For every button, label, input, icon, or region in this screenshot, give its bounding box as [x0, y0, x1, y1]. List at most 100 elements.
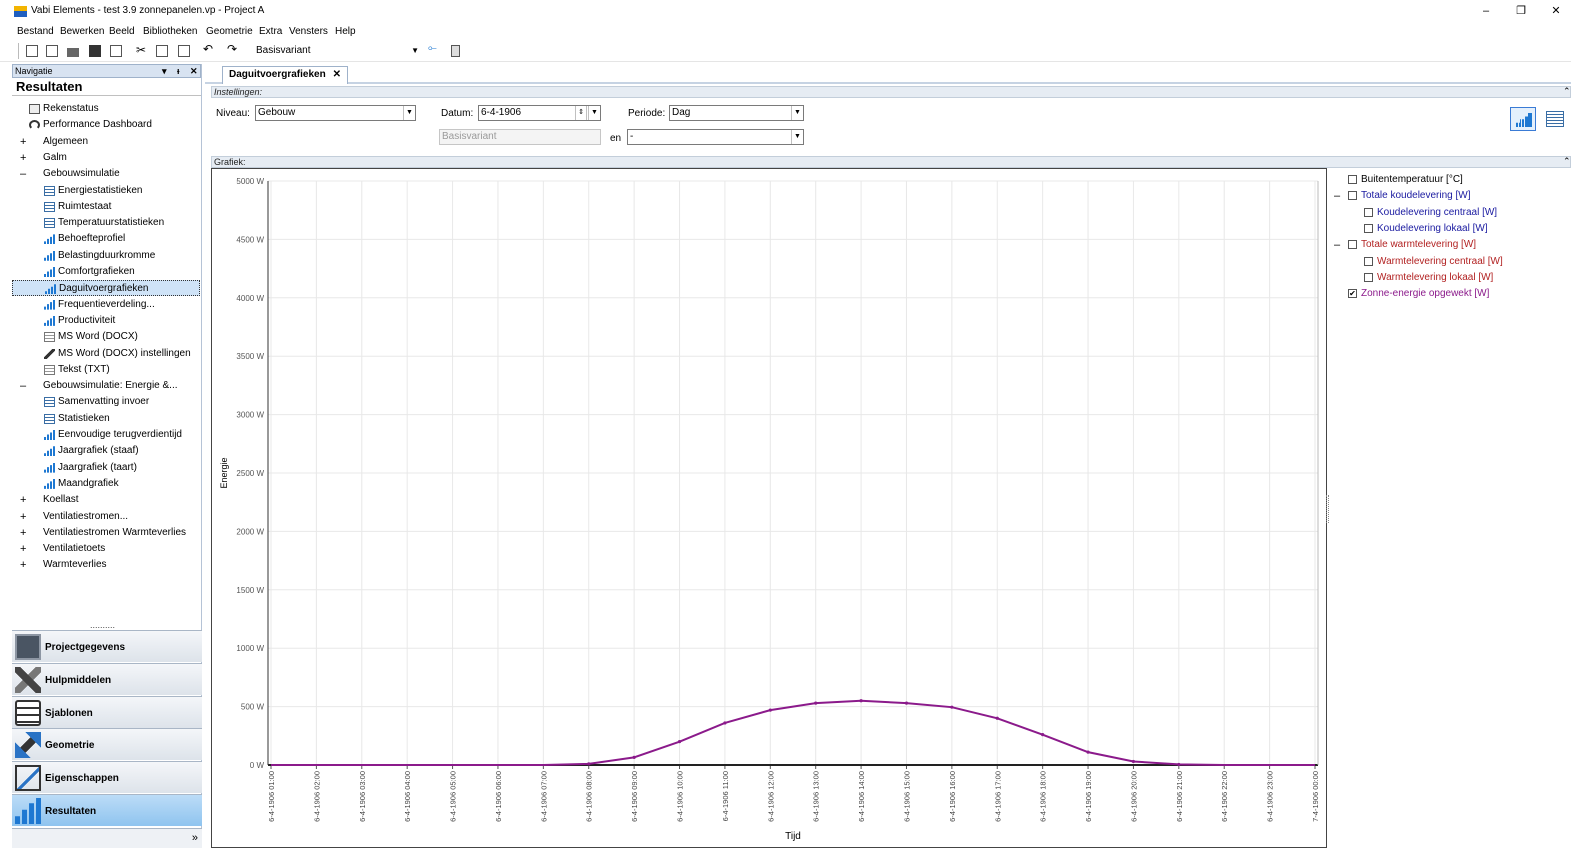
expand-icon[interactable]: + [20, 135, 27, 148]
tree-item[interactable]: Behoefteprofiel [12, 231, 200, 247]
copy-icon[interactable] [156, 45, 168, 57]
pin-icon[interactable]: ᵻ [177, 66, 180, 76]
nav-button-props[interactable]: Eigenschappen [12, 761, 202, 794]
tree-item[interactable]: Frequentieverdeling... [12, 297, 200, 313]
undo-icon[interactable]: ↶ [203, 42, 214, 56]
new-from-template-icon[interactable] [46, 45, 58, 57]
tree-item[interactable]: Performance Dashboard [12, 117, 200, 133]
panel-menu-icon[interactable]: ▾ [162, 66, 167, 76]
collapse-icon[interactable]: – [1334, 190, 1341, 203]
tree-item[interactable]: MS Word (DOCX) instellingen [12, 346, 200, 362]
menu-bibliotheken[interactable]: Bibliotheken [143, 26, 198, 37]
minimize-button[interactable]: – [1482, 5, 1490, 17]
calculator-icon[interactable] [451, 45, 460, 57]
tree-item[interactable]: – Gebouwsimulatie [12, 166, 200, 182]
nav-button-tools[interactable]: Hulpmiddelen [12, 662, 202, 695]
tree-item[interactable]: Tekst (TXT) [12, 362, 200, 378]
chevron-down-icon[interactable]: ▼ [588, 106, 600, 120]
tree-item[interactable]: Jaargrafiek (staaf) [12, 443, 200, 459]
tree-item[interactable]: Comfortgrafieken [12, 264, 200, 280]
checkbox[interactable] [1348, 175, 1357, 184]
tree-item[interactable]: MS Word (DOCX) [12, 329, 200, 345]
expand-icon[interactable]: + [20, 526, 27, 539]
save-as-icon[interactable] [110, 45, 122, 57]
close-tab-icon[interactable]: ✕ [332, 69, 341, 80]
menu-help[interactable]: Help [335, 26, 356, 37]
tree-item-label: Daguitvoergrafieken [59, 283, 149, 295]
tree-item[interactable]: + Koellast [12, 492, 200, 508]
more-buttons-icon[interactable]: » [191, 832, 198, 844]
menu-vensters[interactable]: Vensters [289, 26, 328, 37]
date-picker[interactable]: 6-4-1906 ⇕ ▼ [478, 105, 601, 121]
expand-icon[interactable]: + [20, 543, 27, 556]
chart-view-button[interactable] [1510, 107, 1536, 131]
level-dropdown[interactable]: Gebouw ▼ [255, 105, 416, 121]
tab-daguitvoergrafieken[interactable]: Daguitvoergrafieken ✕ [222, 66, 348, 84]
period-dropdown[interactable]: Dag ▼ [669, 105, 804, 121]
expand-icon[interactable]: + [20, 151, 27, 164]
expand-icon[interactable]: + [20, 559, 27, 572]
checked-checkbox[interactable]: ✔ [1348, 289, 1357, 299]
tree-item[interactable]: Samenvatting invoer [12, 394, 200, 410]
nav-button-geometry[interactable]: Geometrie [12, 728, 202, 761]
checkbox[interactable] [1364, 272, 1373, 282]
data-point [859, 699, 863, 703]
nav-button-templates[interactable]: Sjablonen [12, 695, 202, 728]
tree-item[interactable]: Statistieken [12, 411, 200, 427]
resize-grip[interactable]: .......... [90, 620, 116, 630]
restore-button[interactable]: ❐ [1516, 5, 1526, 17]
tree-item[interactable]: + Warmteverlies [12, 557, 200, 573]
expand-icon[interactable]: + [20, 494, 27, 507]
compare-dropdown[interactable]: - ▼ [627, 129, 804, 145]
menu-bestand[interactable]: Bestand [17, 26, 54, 37]
tree-item[interactable]: Rekenstatus [12, 101, 200, 117]
date-spinner-icon[interactable]: ⇕ [575, 106, 587, 120]
collapse-icon[interactable]: – [20, 168, 27, 181]
tree-item[interactable]: – Gebouwsimulatie: Energie &... [12, 378, 200, 394]
menu-extra[interactable]: Extra [259, 26, 283, 37]
variant-dropdown[interactable]: Basisvariant ▼ [254, 44, 422, 58]
checkbox[interactable] [1348, 240, 1357, 250]
tree-item[interactable]: + Algemeen [12, 134, 200, 150]
table-view-button[interactable] [1542, 107, 1568, 131]
cut-icon[interactable]: ✂ [136, 43, 147, 57]
tree-item[interactable]: Jaargrafiek (taart) [12, 460, 200, 476]
tree-item[interactable]: Productiviteit [12, 313, 200, 329]
collapse-icon[interactable]: – [1334, 239, 1341, 252]
share-icon[interactable]: ⟜ [428, 42, 437, 54]
collapse-graph-icon[interactable]: ⌃ [1563, 156, 1571, 166]
menu-beeld[interactable]: Beeld [109, 26, 135, 37]
save-icon[interactable] [89, 45, 101, 57]
tree-item[interactable]: Belastingduurkromme [12, 248, 200, 264]
tree-item[interactable]: Daguitvoergrafieken [12, 280, 200, 297]
tree-item[interactable]: Eenvoudige terugverdientijd [12, 427, 200, 443]
checkbox[interactable] [1364, 256, 1373, 266]
nav-button-results[interactable]: Resultaten [12, 794, 202, 826]
open-folder-icon[interactable] [67, 48, 79, 57]
collapse-settings-icon[interactable]: ⌃ [1563, 86, 1571, 96]
nav-button-project[interactable]: Projectgegevens [12, 630, 202, 662]
menu-bewerken[interactable]: Bewerken [60, 26, 105, 37]
settings-header[interactable]: Instellingen: [211, 86, 1571, 98]
tree-item[interactable]: Energiestatistieken [12, 183, 200, 199]
close-panel-icon[interactable]: ✕ [190, 66, 198, 76]
paste-icon[interactable] [178, 45, 190, 57]
redo-icon[interactable]: ↷ [227, 42, 238, 56]
tree-item[interactable]: Maandgrafiek [12, 476, 200, 492]
tree-item[interactable]: Ruimtestaat [12, 199, 200, 215]
tree-item[interactable]: + Ventilatiestromen Warmteverlies [12, 525, 200, 541]
menu-geometrie[interactable]: Geometrie [206, 26, 253, 37]
tree-item[interactable]: Temperatuurstatistieken [12, 215, 200, 231]
chart-legend-splitter[interactable] [1326, 495, 1329, 523]
checkbox[interactable] [1364, 223, 1373, 233]
tree-item[interactable]: + Ventilatiestromen... [12, 509, 200, 525]
checkbox[interactable] [1348, 191, 1357, 201]
new-file-icon[interactable] [26, 45, 38, 57]
tree-item[interactable]: + Galm [12, 150, 200, 166]
expand-icon[interactable]: + [20, 510, 27, 523]
graph-header[interactable]: Grafiek: [211, 156, 1571, 168]
collapse-icon[interactable]: – [20, 380, 27, 393]
tree-item[interactable]: + Ventilatietoets [12, 541, 200, 557]
checkbox[interactable] [1364, 207, 1373, 217]
close-window-button[interactable]: ✕ [1551, 5, 1561, 17]
